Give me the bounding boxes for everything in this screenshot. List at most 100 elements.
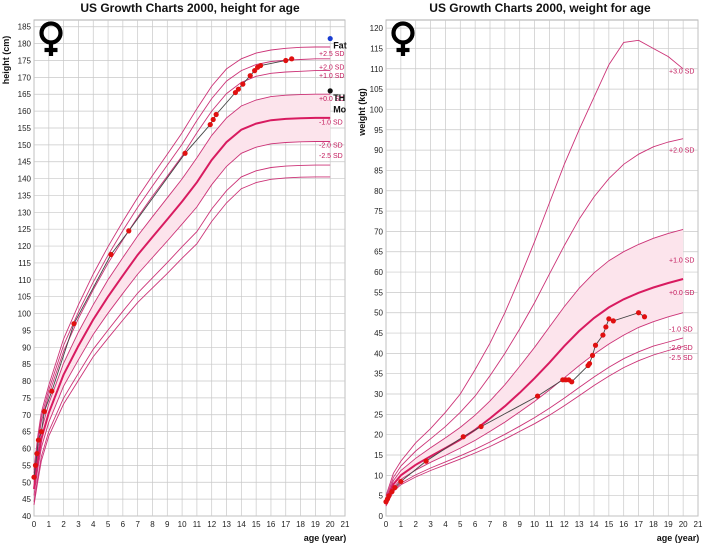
annotation-label: TH xyxy=(333,93,345,103)
y-tick-label: 160 xyxy=(18,107,32,116)
weight-for-age-chart: +3.0 SD +2.0 SD +1.0 SD +0.0 SD -1.0 SD -2.0 … xyxy=(357,1,703,543)
female-symbol-icon xyxy=(391,21,415,56)
y-tick-label: 50 xyxy=(22,478,31,487)
sd-label: +3.0 SD xyxy=(669,68,695,75)
sd-band xyxy=(34,94,331,496)
sd-curve-6 xyxy=(33,164,331,502)
patient-point xyxy=(589,352,596,359)
female-symbol-icon xyxy=(39,21,63,56)
patient-point xyxy=(38,429,45,435)
x-tick-label: 15 xyxy=(252,520,261,529)
y-tick-label: 105 xyxy=(18,293,32,302)
patient-point xyxy=(569,379,575,385)
y-tick-label: 185 xyxy=(18,23,32,32)
x-tick-label: 20 xyxy=(679,520,688,529)
patient-point xyxy=(247,73,253,79)
chart-title: US Growth Charts 2000, height for age xyxy=(80,1,300,15)
x-tick-label: 0 xyxy=(32,520,37,529)
patient-point xyxy=(592,342,599,348)
x-tick-label: 8 xyxy=(150,520,155,529)
y-tick-label: 95 xyxy=(22,326,31,335)
y-tick-label: 90 xyxy=(22,343,31,352)
x-tick-label: 14 xyxy=(237,520,246,529)
patient-point xyxy=(606,316,612,322)
x-tick-label: 12 xyxy=(560,520,569,529)
patient-point xyxy=(423,458,429,464)
x-tick-label: 18 xyxy=(649,520,658,529)
x-tick-label: 2 xyxy=(61,520,66,529)
sd-label: +2.0 SD xyxy=(319,65,345,72)
patient-point xyxy=(41,408,47,415)
x-tick-label: 16 xyxy=(619,520,628,529)
y-tick-label: 65 xyxy=(374,248,383,257)
x-tick-label: 20 xyxy=(326,520,335,529)
sd-label: +2.0 SD xyxy=(669,148,695,155)
patient-point xyxy=(252,68,258,74)
x-tick-label: 17 xyxy=(634,520,643,529)
y-tick-label: 115 xyxy=(18,259,31,268)
y-tick-label: 170 xyxy=(18,73,32,82)
sd-label: +0.0 SD xyxy=(319,96,345,103)
sd-label: -2.0 SD xyxy=(669,345,693,352)
patient-point xyxy=(108,251,114,258)
x-tick-label: 9 xyxy=(517,520,522,529)
x-tick-label: 13 xyxy=(222,520,231,529)
x-tick-label: 21 xyxy=(694,520,703,529)
x-tick-label: 2 xyxy=(413,520,418,529)
y-tick-label: 180 xyxy=(18,40,32,49)
patient-point xyxy=(257,62,264,69)
patient-point xyxy=(603,324,609,330)
x-tick-label: 19 xyxy=(311,520,320,529)
patient-point xyxy=(31,474,37,480)
y-tick-label: 90 xyxy=(374,146,383,155)
y-tick-label: 95 xyxy=(374,126,383,135)
x-tick-label: 21 xyxy=(341,520,350,529)
y-tick-label: 155 xyxy=(18,124,32,133)
patient-point xyxy=(534,393,541,399)
y-tick-label: 175 xyxy=(18,56,32,65)
x-tick-label: 15 xyxy=(604,520,613,529)
patient-point xyxy=(610,318,616,324)
sd-band xyxy=(386,229,684,504)
sd-curve-4 xyxy=(385,312,684,504)
sd-curve-3 xyxy=(385,278,684,503)
father-height-point xyxy=(327,35,333,42)
y-axis-label: weight (kg) xyxy=(357,88,367,137)
patient-point xyxy=(213,111,219,118)
patient-point xyxy=(34,450,40,457)
annotation-label: Fat xyxy=(333,41,347,51)
x-tick-label: 6 xyxy=(473,520,478,529)
patient-point xyxy=(232,89,239,96)
height-for-age-chart: +2.5 SD +2.0 SD+1.0 SD +0.0 SD -1.0 SD -2.0 … xyxy=(1,1,350,543)
y-tick-label: 25 xyxy=(374,410,383,419)
annotation-label: Mo xyxy=(333,105,346,115)
sd-curve-7 xyxy=(33,176,331,505)
x-tick-label: 0 xyxy=(384,520,389,529)
y-tick-label: 110 xyxy=(370,65,383,74)
patient-point xyxy=(600,332,606,338)
y-tick-label: 5 xyxy=(379,492,384,501)
y-tick-label: 0 xyxy=(379,512,384,521)
y-axis-label: height (cm) xyxy=(1,36,11,85)
patient-point xyxy=(210,116,216,123)
x-tick-label: 14 xyxy=(590,520,599,529)
sd-curve-0 xyxy=(385,39,684,496)
x-tick-label: 16 xyxy=(266,520,275,529)
y-tick-label: 45 xyxy=(374,329,383,338)
sd-curve-1 xyxy=(385,138,684,499)
y-tick-label: 105 xyxy=(370,85,384,94)
patient-point xyxy=(478,423,484,430)
patient-point xyxy=(460,434,466,440)
x-tick-label: 6 xyxy=(121,520,126,529)
patient-point xyxy=(235,86,241,92)
patient-point xyxy=(32,462,39,468)
sd-curve-2 xyxy=(33,70,331,477)
y-tick-label: 15 xyxy=(374,451,383,460)
sd-label: -2.5 SD xyxy=(319,153,343,160)
y-tick-label: 110 xyxy=(18,276,31,285)
patient-point xyxy=(240,81,246,87)
y-tick-label: 45 xyxy=(22,495,31,504)
x-tick-label: 11 xyxy=(193,520,202,529)
